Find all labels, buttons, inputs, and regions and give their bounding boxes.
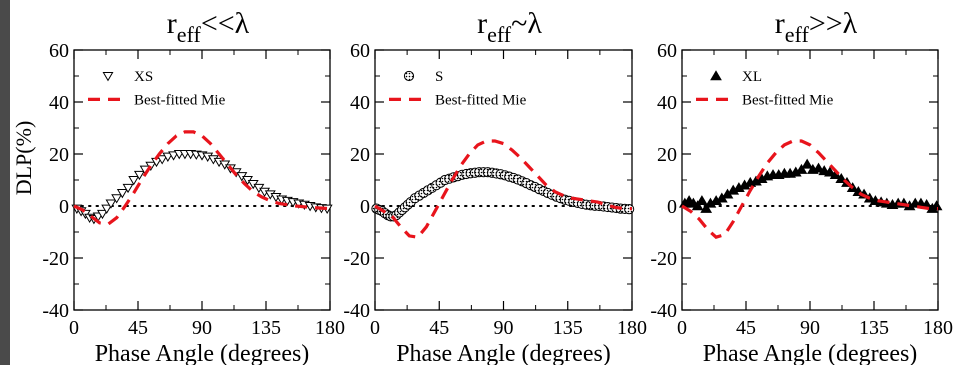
- data-point: [105, 199, 117, 209]
- y-axis-label: DLP(%): [11, 121, 36, 196]
- data-point: [133, 170, 145, 181]
- series-xs-markers: [71, 150, 333, 225]
- data-point: [700, 202, 713, 213]
- data-point: [116, 189, 128, 199]
- legend-marker: [403, 70, 415, 82]
- x-tick-label: 45: [429, 317, 449, 339]
- data-point: [691, 200, 704, 211]
- legend-marker: [710, 70, 722, 81]
- mie-fit-curve: [681, 139, 938, 239]
- data-point: [122, 183, 134, 194]
- x-tick-label: 180: [617, 317, 647, 339]
- plot-frame: [73, 49, 331, 311]
- legend-marker: [102, 72, 114, 82]
- data-point: [795, 163, 808, 174]
- y-tick-label: -40: [343, 300, 370, 322]
- y-tick-label: -40: [650, 300, 677, 322]
- x-axis-label: Phase Angle (degrees): [95, 341, 310, 365]
- legend-label: S: [435, 69, 443, 85]
- y-tick-label: 40: [657, 92, 677, 114]
- data-point: [128, 176, 140, 186]
- y-tick-label: -20: [343, 248, 370, 270]
- x-tick-label: 90: [800, 317, 820, 339]
- y-tick-label: 0: [360, 196, 370, 218]
- panel-title: reff<<λ: [167, 7, 250, 47]
- x-tick-label: 0: [69, 317, 79, 339]
- data-point: [812, 162, 825, 173]
- data-point: [162, 152, 174, 162]
- legend-label: XL: [742, 69, 762, 85]
- y-tick-label: 20: [49, 144, 69, 166]
- y-tick-label: 60: [49, 40, 69, 62]
- x-tick-label: 135: [553, 317, 583, 339]
- y-tick-label: 0: [667, 196, 677, 218]
- y-tick-label: 60: [350, 40, 370, 62]
- chart-panel-2: -40 -20 0 20 40 60 0 45 90 135 180 Phase Angle (deg…: [343, 7, 647, 365]
- x-axis-label: Phase Angle (degrees): [396, 341, 611, 365]
- data-point: [696, 195, 708, 206]
- legend-label: XS: [134, 69, 153, 85]
- data-point: [101, 204, 113, 214]
- y-tick-label: -20: [650, 248, 677, 270]
- data-point: [801, 158, 814, 169]
- x-tick-label: 90: [192, 317, 212, 339]
- x-tick-label: 135: [251, 317, 281, 339]
- legend-label: Best-fitted Mie: [435, 92, 527, 108]
- y-tick-label: -40: [42, 300, 69, 322]
- panel-title: reff>>λ: [775, 7, 858, 47]
- mie-fit-curve: [73, 130, 331, 226]
- x-tick-label: 90: [494, 317, 514, 339]
- y-tick-label: 60: [657, 40, 677, 62]
- legend-label: Best-fitted Mie: [742, 92, 834, 108]
- panel-title: reff~λ: [477, 7, 542, 47]
- x-tick-label: 135: [859, 317, 889, 339]
- x-tick-label: 45: [128, 317, 148, 339]
- y-tick-label: 20: [350, 144, 370, 166]
- data-point: [624, 204, 635, 215]
- x-tick-label: 45: [736, 317, 756, 339]
- x-tick-label: 0: [370, 317, 380, 339]
- data-point: [156, 155, 168, 165]
- data-point: [930, 200, 943, 211]
- data-point: [168, 151, 180, 161]
- x-tick-label: 0: [677, 317, 687, 339]
- legend-label: Best-fitted Mie: [134, 92, 226, 108]
- y-tick-label: 40: [49, 92, 69, 114]
- data-point: [824, 166, 836, 177]
- x-axis-label: Phase Angle (degrees): [703, 341, 918, 365]
- plot-frame: [681, 49, 939, 311]
- data-point: [111, 194, 123, 204]
- data-point: [96, 209, 108, 220]
- y-tick-label: 0: [59, 196, 69, 218]
- x-tick-label: 180: [315, 317, 345, 339]
- y-tick-label: -20: [42, 248, 69, 270]
- y-tick-label: 40: [350, 92, 370, 114]
- x-tick-label: 180: [923, 317, 953, 339]
- data-point: [145, 161, 157, 172]
- y-tick-label: 20: [657, 144, 677, 166]
